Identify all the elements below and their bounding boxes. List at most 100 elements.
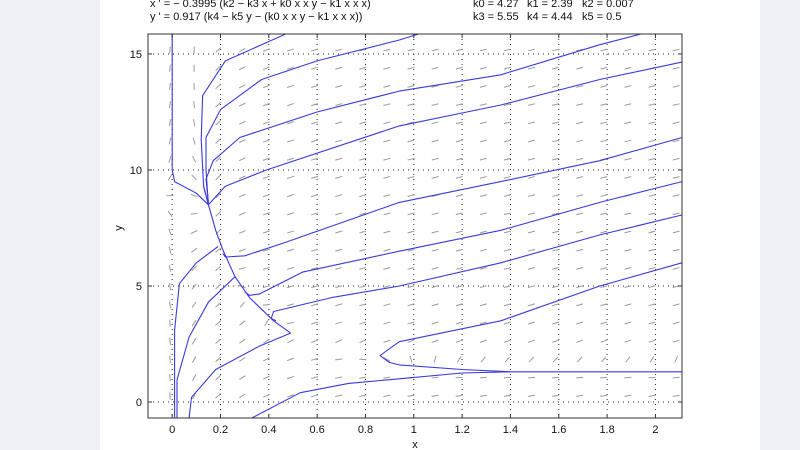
field-arrow (648, 230, 656, 234)
field-arrow (624, 48, 632, 52)
field-arrow (191, 265, 197, 272)
field-arrow (168, 137, 172, 145)
field-arrow (215, 338, 222, 344)
field-arrow (600, 230, 608, 234)
field-arrow (192, 137, 196, 145)
y-tick-label: 10 (130, 165, 142, 177)
field-arrow (672, 139, 680, 143)
field-arrow (263, 339, 270, 344)
field-arrow (407, 266, 415, 270)
field-arrow (359, 66, 367, 70)
field-arrow (264, 319, 269, 327)
field-arrow (359, 212, 367, 216)
field-arrow (169, 283, 171, 291)
field-arrow (600, 103, 608, 106)
field-arrow (552, 139, 560, 143)
field-arrow (552, 248, 560, 252)
field-arrow (600, 85, 608, 88)
field-arrow (600, 376, 608, 379)
field-arrow (527, 176, 536, 179)
field-arrow (455, 176, 463, 179)
field-arrow (455, 212, 463, 216)
field-arrow (311, 84, 319, 88)
field-arrow (311, 175, 319, 179)
field-arrow (239, 393, 246, 399)
field-arrow (624, 212, 632, 216)
field-arrow (527, 267, 536, 270)
field-arrow (672, 85, 680, 88)
field-arrow (648, 321, 656, 325)
field-arrow (238, 211, 246, 216)
field-arrow (479, 376, 487, 379)
field-arrow (576, 285, 584, 288)
field-arrow (479, 176, 487, 179)
field-arrow (311, 157, 319, 161)
field-arrow (455, 85, 463, 88)
field-arrow (335, 66, 343, 70)
field-arrow (262, 157, 270, 161)
field-arrow (479, 48, 487, 52)
field-arrow (407, 103, 415, 106)
x-tick-label: 2 (652, 424, 658, 436)
field-arrow (262, 266, 270, 270)
field-arrow (262, 66, 270, 70)
field-arrow (311, 103, 319, 107)
field-arrow (407, 66, 415, 70)
field-arrow (527, 48, 536, 52)
field-arrow (383, 212, 391, 216)
field-arrow (215, 265, 222, 272)
field-arrow (648, 139, 656, 143)
field-arrow (431, 212, 439, 216)
field-arrow (431, 48, 439, 52)
field-arrow (648, 248, 656, 252)
field-arrow (238, 248, 246, 252)
field-arrow (335, 139, 343, 143)
field-arrow (407, 230, 415, 234)
field-arrow (455, 230, 463, 234)
field-arrow (672, 103, 680, 106)
plot-frame (147, 33, 683, 419)
trajectory-line (251, 371, 511, 419)
field-arrow (576, 121, 584, 125)
field-arrow (479, 121, 487, 125)
field-arrow (238, 267, 246, 270)
field-arrow (190, 212, 198, 215)
field-arrow (383, 48, 391, 52)
field-arrow (359, 157, 367, 161)
field-arrow (239, 301, 245, 308)
field-arrow (552, 157, 560, 161)
field-arrow (624, 176, 632, 179)
field-arrow (238, 102, 246, 107)
field-arrow (672, 121, 680, 125)
field-arrow (359, 285, 367, 289)
field-arrow (215, 374, 222, 381)
field-arrow (311, 48, 319, 52)
field-arrow (455, 321, 463, 325)
trajectory-line (176, 276, 236, 418)
field-arrow (262, 248, 270, 252)
field-arrow (624, 66, 632, 70)
field-arrow (503, 248, 511, 252)
field-arrow (576, 303, 584, 307)
field-arrow (479, 285, 487, 288)
field-arrow (311, 139, 319, 143)
field-arrow (672, 394, 680, 397)
field-arrow (287, 175, 294, 179)
field-arrow (287, 357, 294, 362)
field-arrow (311, 285, 319, 289)
field-arrow (335, 157, 343, 161)
field-arrow (455, 376, 463, 379)
field-arrow (193, 101, 195, 109)
field-arrow (600, 321, 608, 325)
field-arrow (576, 356, 583, 363)
field-arrow (238, 193, 246, 198)
trajectory-line (205, 33, 642, 203)
field-arrow (479, 321, 487, 325)
field-arrow (383, 266, 391, 270)
field-arrow (624, 85, 632, 88)
field-arrow (311, 376, 319, 380)
x-tick-label: 0.4 (261, 424, 276, 436)
field-arrow (624, 267, 632, 270)
field-arrow (167, 174, 173, 181)
field-arrow (383, 157, 391, 161)
